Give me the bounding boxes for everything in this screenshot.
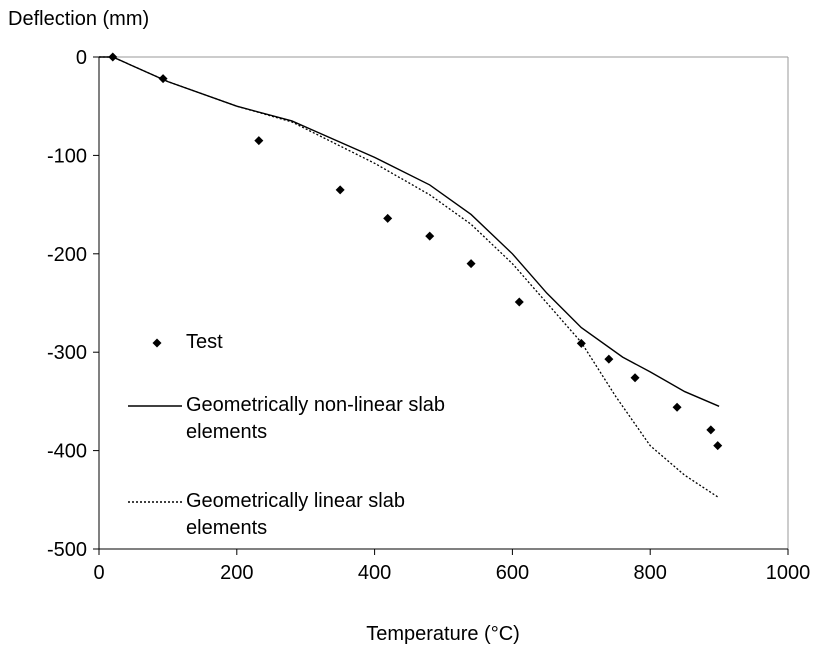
x-tick-label: 1000 bbox=[766, 562, 811, 584]
y-tick-label: -500 bbox=[47, 539, 87, 561]
x-tick-label: 400 bbox=[358, 562, 391, 584]
x-axis-label: Temperature (°C) bbox=[366, 623, 520, 645]
y-tick-label: -400 bbox=[47, 441, 87, 463]
y-tick-label: -100 bbox=[47, 145, 87, 167]
legend-label: Test bbox=[186, 331, 223, 353]
test-point bbox=[425, 231, 435, 241]
x-tick-label: 200 bbox=[220, 562, 253, 584]
legend-label: Geometrically linear slab elements bbox=[186, 490, 405, 539]
dotted-line bbox=[99, 56, 720, 499]
legend-marker bbox=[152, 338, 162, 348]
test-point bbox=[335, 185, 345, 195]
test-point bbox=[713, 441, 723, 451]
y-tick-label: -200 bbox=[47, 244, 87, 266]
test-point bbox=[514, 297, 524, 307]
x-tick-label: 600 bbox=[496, 562, 529, 584]
x-tick-label: 800 bbox=[634, 562, 667, 584]
test-point bbox=[604, 354, 614, 364]
y-tick-label: 0 bbox=[76, 47, 87, 69]
legend-label: Geometrically non-linear slab elements bbox=[186, 394, 446, 443]
y-axis-label: Deflection (mm) bbox=[8, 8, 149, 30]
solid-line bbox=[99, 56, 720, 407]
test-point bbox=[706, 425, 716, 435]
test-point bbox=[254, 136, 264, 146]
y-tick-label: -300 bbox=[47, 342, 87, 364]
test-point bbox=[466, 259, 476, 269]
test-point bbox=[630, 373, 640, 383]
test-point bbox=[383, 213, 393, 223]
test-point bbox=[672, 402, 682, 412]
x-tick-label: 0 bbox=[93, 562, 104, 584]
